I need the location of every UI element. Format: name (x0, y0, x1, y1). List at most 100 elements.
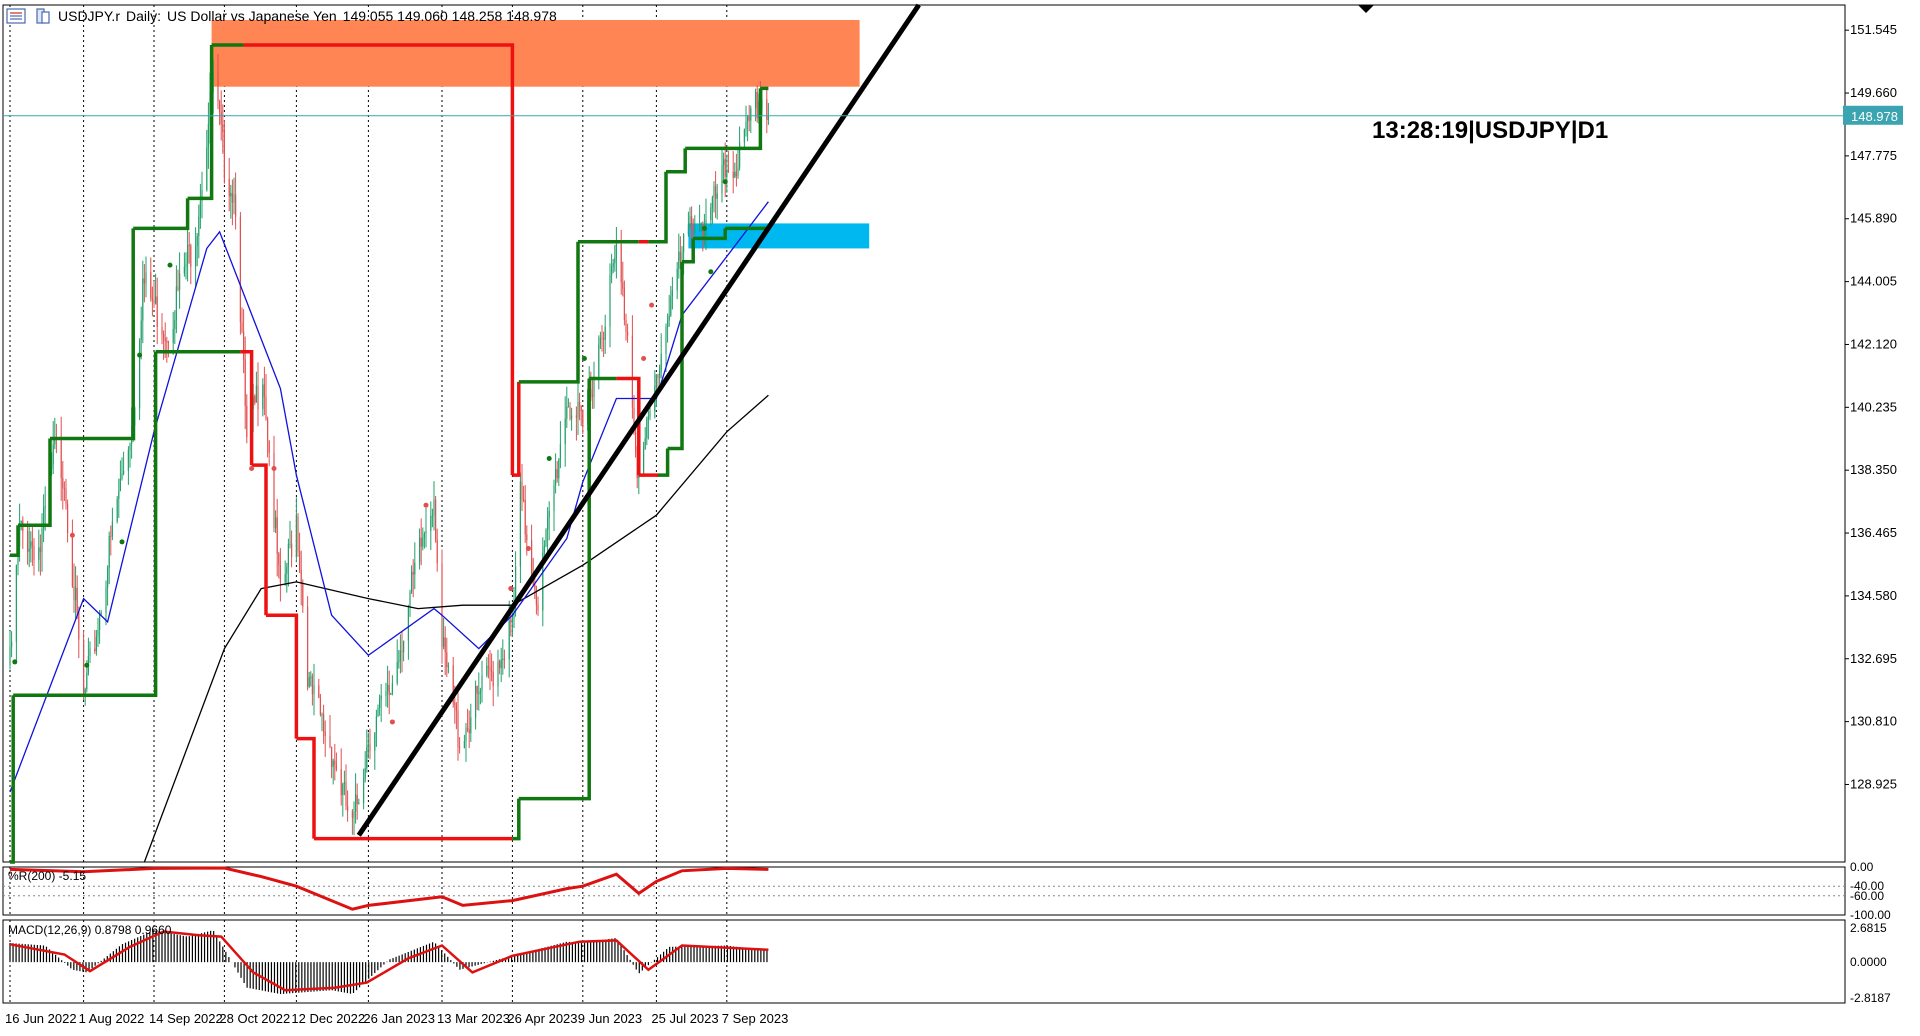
candle-body (243, 331, 245, 360)
candle-body (627, 331, 629, 336)
candle-body (455, 704, 457, 711)
x-tick-label: 26 Jan 2023 (363, 1011, 435, 1026)
candle-body (604, 326, 606, 340)
candle-body (244, 359, 246, 406)
candle-body (33, 545, 35, 560)
candle-body (367, 744, 369, 747)
candle-body (609, 275, 611, 327)
channel-lower-line (512, 798, 521, 841)
candle-body (67, 504, 69, 533)
candle-body (623, 288, 625, 321)
candle-body (83, 639, 85, 694)
candle-body (246, 405, 248, 438)
wpr-title: %R(200) -5.15 (8, 869, 86, 883)
candle-body (334, 760, 336, 765)
candle-body (391, 683, 393, 694)
candle-body (603, 338, 605, 340)
candle-body (263, 384, 265, 397)
candle-body (89, 648, 91, 657)
symbol-icon[interactable] (32, 8, 52, 24)
candle-body (545, 529, 547, 547)
candle-body (140, 320, 142, 341)
candle-body (388, 684, 390, 695)
candle-body (54, 437, 56, 445)
candle-body (207, 124, 209, 148)
wpr-y-tick-label: 0.00 (1850, 860, 1874, 874)
candle-body (756, 91, 758, 119)
candle-body (523, 499, 525, 501)
candle-body (667, 320, 669, 328)
channel-lower-line (251, 463, 268, 616)
candle-body (767, 115, 769, 120)
ma-slow-line (143, 394, 769, 863)
candle-body (343, 781, 345, 784)
x-tick-label: 1 Aug 2022 (79, 1011, 145, 1026)
candle-body (559, 444, 561, 460)
candle-body (307, 606, 309, 687)
candle-body (129, 444, 131, 451)
candle-body (601, 337, 603, 339)
candle-body (99, 613, 101, 630)
candle-body (396, 662, 398, 684)
candle-body (423, 533, 425, 538)
candle-body (278, 553, 280, 566)
candle-body (571, 415, 573, 419)
x-tick-label: 16 Jun 2022 (5, 1011, 77, 1026)
candle-body (513, 601, 515, 619)
candle-body (71, 532, 73, 587)
candle-body (614, 258, 616, 264)
candle-body (750, 108, 752, 121)
chart-window-icon[interactable] (6, 8, 26, 24)
candle-body (78, 611, 80, 640)
candle-body (284, 573, 286, 583)
candle-body (465, 727, 467, 742)
ma-fast-line (9, 201, 769, 793)
candle-body (230, 192, 232, 197)
candle-body (183, 266, 185, 274)
candle-body (297, 516, 299, 552)
candle-body (300, 569, 302, 584)
candle-body (228, 178, 230, 197)
wpr-pane (2, 866, 1846, 916)
x-tick-label: 13 Mar 2023 (437, 1011, 510, 1026)
candle-body (177, 286, 179, 290)
signal-dot (581, 355, 587, 361)
candle-body (318, 685, 320, 698)
candle-body (268, 440, 270, 453)
candle-body (123, 470, 125, 474)
candle-body (678, 251, 680, 269)
candle-body (435, 499, 437, 540)
candle-body (414, 562, 416, 575)
signal-dot (708, 269, 714, 275)
candle-body (711, 197, 713, 208)
candle-body (598, 344, 600, 377)
candle-body (508, 620, 510, 660)
y-tick-label: 130.810 (1850, 714, 1897, 729)
candle-body (655, 374, 657, 387)
candle-body (409, 591, 411, 607)
candle-body (739, 142, 741, 168)
candle-body (345, 781, 347, 807)
candle-body (323, 714, 325, 732)
y-tick-label: 132.695 (1850, 651, 1897, 666)
candle-body (313, 685, 315, 695)
candle-body (310, 676, 312, 678)
candle-body (681, 252, 683, 261)
candle-body (254, 396, 256, 403)
x-tick-label: 28 Oct 2022 (219, 1011, 290, 1026)
signal-dot (249, 466, 255, 472)
y-tick-label: 149.660 (1850, 85, 1897, 100)
candle-body (735, 171, 737, 177)
macd-pane (2, 919, 1846, 1004)
candle-body (755, 91, 757, 109)
candle-body (647, 416, 649, 419)
candle-body (28, 548, 30, 552)
signal-dot (722, 179, 728, 185)
candle-body (111, 521, 113, 537)
candle-body (198, 216, 200, 237)
candle-body (97, 629, 99, 637)
candle-body (710, 207, 712, 221)
candle-body (38, 547, 40, 560)
